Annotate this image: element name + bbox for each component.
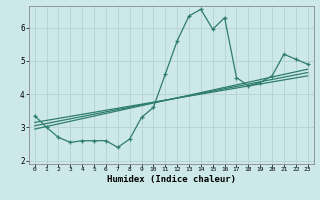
X-axis label: Humidex (Indice chaleur): Humidex (Indice chaleur) bbox=[107, 175, 236, 184]
